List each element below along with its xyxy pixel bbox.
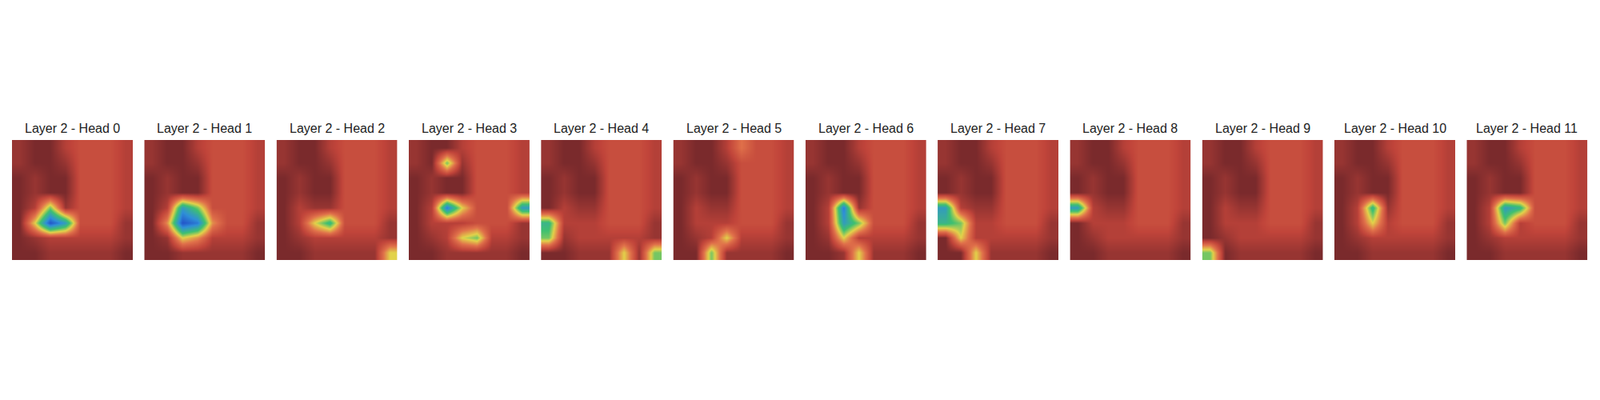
svg-text:Layer 2 - Head 1: Layer 2 - Head 1 <box>156 121 252 136</box>
svg-text:Layer 2 - Head 3: Layer 2 - Head 3 <box>421 121 517 136</box>
svg-text:Layer 2 - Head 0: Layer 2 - Head 0 <box>24 121 120 136</box>
svg-text:Layer 2 - Head 8: Layer 2 - Head 8 <box>1082 121 1178 136</box>
svg-text:Layer 2 - Head 9: Layer 2 - Head 9 <box>1215 121 1311 136</box>
svg-text:Layer 2 - Head 7: Layer 2 - Head 7 <box>950 121 1046 136</box>
svg-text:Layer 2 - Head 6: Layer 2 - Head 6 <box>818 121 914 136</box>
svg-text:Layer 2 - Head 10: Layer 2 - Head 10 <box>1344 121 1447 136</box>
svg-text:Layer 2 - Head 11: Layer 2 - Head 11 <box>1476 121 1578 136</box>
svg-text:Layer 2 - Head 4: Layer 2 - Head 4 <box>553 121 649 136</box>
svg-text:Layer 2 - Head 2: Layer 2 - Head 2 <box>289 121 385 136</box>
svg-text:Layer 2 - Head 5: Layer 2 - Head 5 <box>686 121 782 136</box>
